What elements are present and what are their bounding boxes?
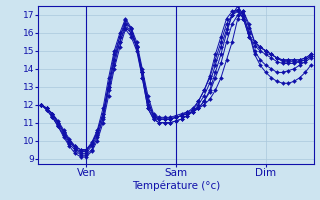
X-axis label: Température (°c): Température (°c) bbox=[132, 181, 220, 191]
